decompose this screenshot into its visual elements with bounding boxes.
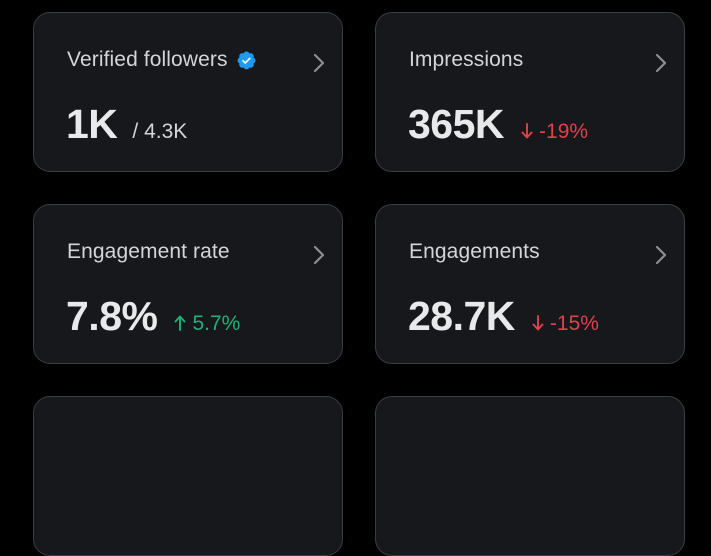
metric-delta: -15% [532, 312, 599, 336]
engagements-card[interactable]: Engagements 28.7K -15% [375, 204, 685, 364]
card-title: Verified followers [67, 48, 257, 72]
metric-delta-value: 5.7% [192, 312, 241, 335]
chevron-right-icon[interactable] [311, 243, 327, 267]
card-title-label: Verified followers [67, 48, 228, 71]
metric-delta-value: -19% [539, 120, 589, 143]
metric-total: / 4.3K [132, 120, 188, 143]
metric-value: 7.8% [66, 293, 158, 339]
arrow-down-icon [532, 314, 544, 332]
chevron-right-icon[interactable] [653, 243, 669, 267]
metric-delta-value: -15% [549, 312, 599, 335]
metric-card-partial[interactable] [375, 396, 685, 556]
metric-value: 1K [66, 101, 118, 147]
card-title: Impressions [409, 48, 523, 72]
value-row: 1K / 4.3K [66, 101, 187, 148]
metric-delta: 5.7% [174, 312, 240, 336]
card-title-label: Engagements [409, 240, 540, 263]
chevron-right-icon[interactable] [653, 51, 669, 75]
arrow-down-icon [521, 122, 533, 140]
impressions-card[interactable]: Impressions 365K -19% [375, 12, 685, 172]
verified-followers-card[interactable]: Verified followers 1K / 4.3K [33, 12, 343, 172]
verified-badge-icon [236, 50, 257, 71]
card-title-label: Impressions [409, 48, 524, 71]
card-title: Engagement rate [67, 240, 230, 264]
value-row: 28.7K -15% [408, 293, 599, 340]
engagement-rate-card[interactable]: Engagement rate 7.8% 5.7% [33, 204, 343, 364]
card-title-label: Engagement rate [67, 240, 230, 263]
metric-delta: -19% [521, 120, 588, 144]
card-title: Engagements [409, 240, 540, 264]
metric-card-partial[interactable] [33, 396, 343, 556]
arrow-up-icon [174, 314, 186, 332]
chevron-right-icon[interactable] [311, 51, 327, 75]
value-row: 7.8% 5.7% [66, 293, 240, 340]
metric-value: 365K [408, 101, 505, 147]
metric-value: 28.7K [408, 293, 515, 339]
value-row: 365K -19% [408, 101, 588, 148]
